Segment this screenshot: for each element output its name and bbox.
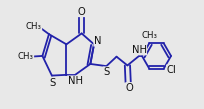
Text: CH₃: CH₃ bbox=[26, 22, 42, 31]
Text: N: N bbox=[94, 36, 101, 46]
Text: O: O bbox=[126, 83, 133, 93]
Text: Cl: Cl bbox=[166, 65, 176, 75]
Text: CH₃: CH₃ bbox=[18, 52, 34, 61]
Text: S: S bbox=[103, 67, 110, 77]
Text: CH₃: CH₃ bbox=[141, 31, 157, 40]
Text: S: S bbox=[49, 77, 56, 88]
Text: NH: NH bbox=[132, 45, 146, 55]
Text: NH: NH bbox=[68, 76, 83, 86]
Text: O: O bbox=[78, 7, 85, 17]
